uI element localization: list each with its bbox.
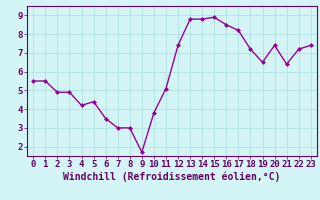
X-axis label: Windchill (Refroidissement éolien,°C): Windchill (Refroidissement éolien,°C) — [63, 172, 281, 182]
